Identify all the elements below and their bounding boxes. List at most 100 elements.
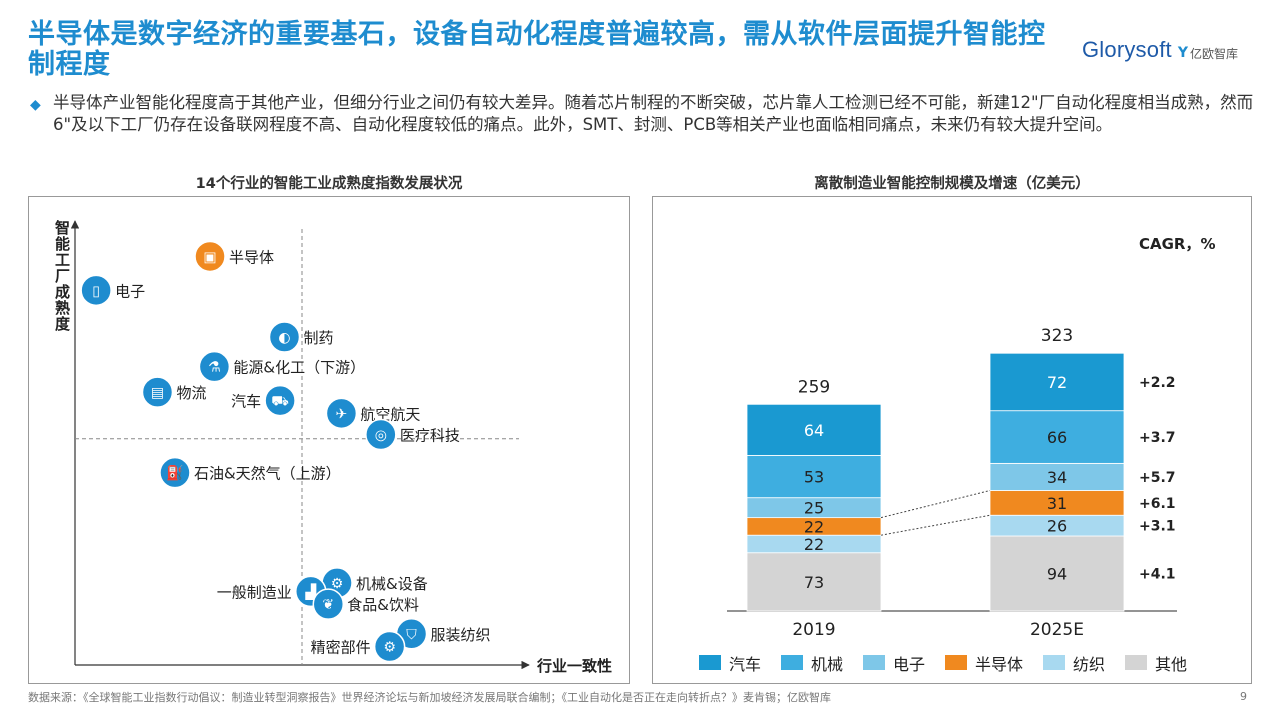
- oil-pump-icon-glyph: ⛽: [166, 465, 183, 482]
- legend-label: 纺织: [1073, 655, 1105, 674]
- pill-icon-glyph: ◐: [278, 330, 290, 346]
- industry-point: ❦ 食品&饮料: [312, 588, 419, 620]
- cagr-value: +3.7: [1139, 430, 1176, 446]
- scatter-chart: 行业一致性 智能工厂成熟度 ▣ 半导体 ▯ 电子 ◐ 制药 ⚗ 能源&化工（下游） ▤ 物流 ⛟ 汽车 ✈ 航…: [55, 219, 612, 675]
- legend-item: 纺织: [1043, 655, 1105, 674]
- gear-icon: [373, 630, 406, 663]
- segment-value-label: 25: [804, 499, 824, 518]
- bar-total-label: 323: [1041, 326, 1073, 346]
- bar-title: 离散制造业智能控制规模及增速（亿美元）: [814, 176, 1090, 192]
- legend-item: 电子: [863, 655, 925, 674]
- industry-point: ⛽ 石油&天然气（上游）: [159, 456, 341, 489]
- legend-label: 半导体: [975, 655, 1023, 674]
- bar-total-label: 259: [798, 377, 830, 397]
- industry-point: ⛉ 服装纺织: [395, 618, 491, 650]
- page-number: 9: [1240, 690, 1247, 703]
- legend-label: 电子: [893, 655, 925, 674]
- segment-value-label: 94: [1047, 564, 1067, 583]
- car-icon-glyph: ⛟: [271, 394, 289, 410]
- logo-text: Glorysoft: [1082, 37, 1172, 62]
- cagr-header: CAGR，%: [1139, 235, 1216, 253]
- diamond-bullet-icon: ◆: [30, 97, 41, 113]
- legend-label: 汽车: [729, 655, 761, 674]
- industry-label: 能源&化工（下游）: [233, 359, 365, 377]
- category-label: 2019: [792, 620, 835, 640]
- industry-point: ◐ 制药: [268, 321, 333, 353]
- chip-icon: [194, 240, 226, 273]
- segment-value-label: 64: [804, 421, 824, 440]
- flask-icon: [198, 350, 231, 383]
- gear-icon-glyph: ⚙: [383, 640, 396, 656]
- legend-swatch: [699, 655, 721, 670]
- scatter-title: 14个行业的智能工业成熟度指数发展状况: [195, 176, 463, 192]
- x-axis-label: 行业一致性: [536, 657, 612, 675]
- segment-value-label: 72: [1047, 373, 1067, 392]
- stacked-bar-chart: 73222225536425920199426313466723232025EC…: [699, 235, 1216, 674]
- industry-label: 航空航天: [360, 405, 420, 423]
- source-note: 数据来源：《全球智能工业指数行动倡议：制造业转型洞察报告》世界经济论坛与新加坡经…: [28, 691, 831, 704]
- legend-item: 机械: [781, 655, 843, 674]
- bar-panel: 73 22 22 25 53 64 259 2019 94 26 31 34 66 72 323 2025E C…: [652, 196, 1252, 684]
- segment-value-label: 73: [804, 573, 824, 592]
- brand-logo: Glorysoft Y 亿欧智库: [1082, 37, 1238, 63]
- segment-value-label: 22: [804, 535, 824, 554]
- segment-value-label: 34: [1047, 468, 1067, 487]
- legend-swatch: [945, 655, 967, 670]
- industry-label: 电子: [115, 282, 145, 300]
- page-title: 半导体是数字经济的重要基石，设备自动化程度普遍较高，需从软件层面提升智能控制程度: [28, 19, 1046, 80]
- chip-icon-glyph: ▣: [203, 249, 216, 265]
- legend-item: 半导体: [945, 655, 1023, 674]
- industry-label: 石油&天然气（上游）: [194, 465, 341, 483]
- industry-label: 物流: [176, 384, 206, 402]
- industry-label: 制药: [303, 329, 333, 347]
- industry-label: 半导体: [229, 248, 274, 266]
- yiou-logo-icon: Y: [1177, 45, 1188, 61]
- bar-segment: [989, 352, 1125, 412]
- bar-segment: [989, 535, 1125, 612]
- car-icon: [264, 384, 296, 417]
- robot-arm-icon-glyph: ⚙: [331, 576, 344, 592]
- bar-segment: [746, 552, 882, 612]
- box-icon-glyph: ▤: [151, 385, 164, 401]
- oil-pump-icon: [159, 456, 191, 489]
- industry-label: 服装纺织: [431, 626, 491, 644]
- legend-swatch: [1043, 655, 1065, 670]
- mri-icon: [365, 418, 397, 451]
- logo-sub: Y 亿欧智库: [1178, 45, 1238, 62]
- segment-value-label: 26: [1047, 517, 1067, 536]
- summary-text: 半导体产业智能化程度高于其他产业，但细分行业之间仍有较大差异。随着芯片制程的不断…: [53, 93, 1254, 134]
- phone-icon: [80, 274, 112, 307]
- summary-bullet: ◆ 半导体产业智能化程度高于其他产业，但细分行业之间仍有较大差异。随着芯片制程的…: [30, 92, 1255, 136]
- bar-segment: [989, 490, 1125, 516]
- industry-point: ✈ 航空航天: [325, 397, 420, 430]
- category-label: 2025E: [1030, 620, 1084, 640]
- bar-segment: [746, 403, 882, 456]
- industry-point: ◎ 医疗科技: [365, 418, 460, 451]
- legend-item: 汽车: [699, 655, 761, 674]
- phone-icon-glyph: ▯: [92, 283, 100, 299]
- cagr-value: +4.1: [1139, 566, 1176, 582]
- plane-icon-glyph: ✈: [336, 406, 348, 422]
- segment-value-label: 66: [1047, 428, 1067, 447]
- legend-swatch: [781, 655, 803, 670]
- segment-value-label: 31: [1047, 494, 1067, 513]
- pill-icon: [268, 321, 301, 353]
- cagr-value: +2.2: [1139, 375, 1176, 391]
- cagr-value: +3.1: [1139, 519, 1176, 535]
- industry-point: ▤ 物流: [141, 376, 206, 408]
- logo-sub-text: 亿欧智库: [1189, 46, 1238, 61]
- industry-point: ▣ 半导体: [194, 240, 274, 273]
- industry-point: ▟ 一般制造业: [217, 575, 327, 608]
- semiconductor-connector-top: [880, 490, 991, 519]
- leaf-icon: [312, 588, 345, 620]
- industry-point: ⚗ 能源&化工（下游）: [198, 350, 365, 383]
- mri-icon-glyph: ◎: [375, 428, 387, 444]
- leaf-icon-glyph: ❦: [322, 597, 334, 613]
- industry-label: 汽车: [231, 393, 261, 411]
- legend-label: 其他: [1155, 655, 1187, 674]
- industry-point: ▯ 电子: [80, 274, 145, 307]
- industry-label: 精密部件: [311, 639, 371, 657]
- y-axis-label: 智能工厂成熟度: [55, 219, 71, 333]
- legend-swatch: [1125, 655, 1147, 670]
- cagr-value: +5.7: [1139, 470, 1176, 486]
